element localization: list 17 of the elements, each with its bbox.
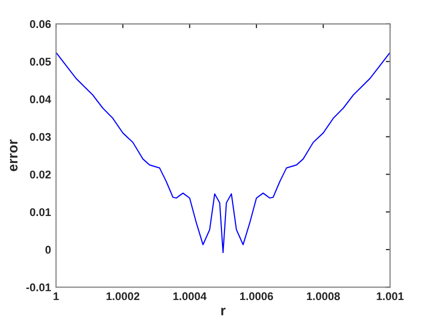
y-tick-label: 0.06 <box>30 20 51 28</box>
y-tick-label: 0.02 <box>30 170 51 178</box>
y-tick-label: 0 <box>45 246 51 254</box>
x-tick-label: 1.0008 <box>306 292 340 300</box>
y-tick-label: 0.04 <box>30 95 52 104</box>
y-tick-label: 0.03 <box>30 132 51 141</box>
y-tick-label: -0.01 <box>26 283 51 292</box>
y-tick-label: 0.05 <box>30 58 51 66</box>
y-axis-title: error <box>10 140 18 172</box>
y-tick-label: 0.01 <box>30 208 51 216</box>
x-tick-label: 1 <box>54 292 59 300</box>
line-series <box>56 52 390 254</box>
x-tick-label: 1.001 <box>376 292 404 300</box>
x-axis-title: r <box>221 308 226 316</box>
x-tick-label: 1.0004 <box>173 292 207 300</box>
x-tick-label: 1.0002 <box>106 292 140 300</box>
x-tick-label: 1.0006 <box>240 292 274 300</box>
